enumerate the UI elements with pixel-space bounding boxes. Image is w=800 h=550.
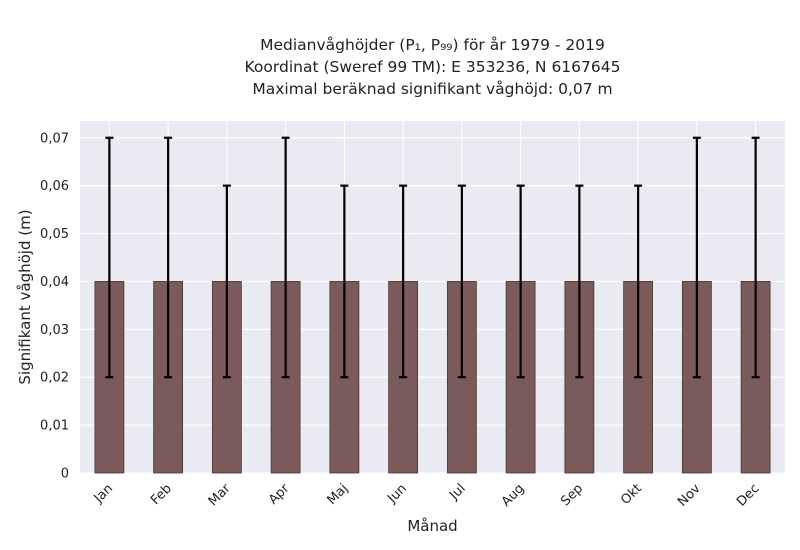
x-tick-label: Dec xyxy=(734,481,762,509)
y-tick-label: 0,01 xyxy=(40,419,69,434)
title-line-2: Koordinat (Sweref 99 TM): E 353236, N 61… xyxy=(244,58,621,76)
x-tick-label: Sep xyxy=(558,481,586,509)
x-tick-label: Maj xyxy=(324,481,351,508)
y-tick-label: 0 xyxy=(61,467,69,482)
y-tick-label: 0,04 xyxy=(40,275,69,290)
x-tick-label: Okt xyxy=(618,481,645,508)
x-tick-label: Jan xyxy=(91,481,116,506)
y-tick-label: 0,02 xyxy=(40,371,69,386)
y-tick-label: 0,06 xyxy=(40,179,69,194)
y-axis-ticks: 0 0,01 0,02 0,03 0,04 0,05 0,06 0,07 xyxy=(40,131,69,481)
x-axis-ticks: Jan Feb Mar Apr Maj Jun Jul Aug Sep Okt Nov Dec xyxy=(91,481,763,510)
chart-title: Medianvåghöjder (P₁, P₉₉) för år 1979 - … xyxy=(80,34,785,100)
x-tick-label: Aug xyxy=(499,481,528,510)
y-tick-label: 0,05 xyxy=(40,227,69,242)
title-line-1: Medianvåghöjder (P₁, P₉₉) för år 1979 - … xyxy=(260,36,605,54)
x-tick-label: Apr xyxy=(266,481,293,508)
x-axis-label: Månad xyxy=(407,517,457,535)
y-axis-label: Signifikant våghöjd (m) xyxy=(16,209,34,384)
x-tick-label: Mar xyxy=(206,481,234,509)
x-tick-label: Jun xyxy=(384,481,410,507)
x-tick-label: Jul xyxy=(446,481,468,503)
plot-area xyxy=(80,121,785,473)
error-bars xyxy=(105,136,760,379)
y-tick-label: 0,03 xyxy=(40,323,69,338)
x-tick-label: Feb xyxy=(148,481,175,508)
title-line-3: Maximal beräknad signifikant våghöjd: 0,… xyxy=(252,80,613,98)
y-tick-label: 0,07 xyxy=(40,131,69,146)
x-tick-label: Nov xyxy=(675,481,704,510)
